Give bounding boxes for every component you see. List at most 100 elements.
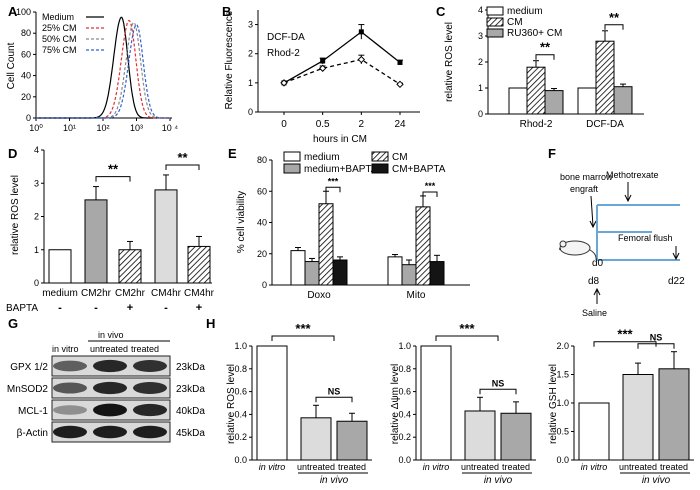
ros-d-y-tick-label: 0 — [34, 278, 39, 288]
invivo-gsh-bar-chart: 0.0 0.5 1.0 1.5 2.0 relative GSH level in vitr… — [548, 327, 694, 486]
fluorescence-point — [358, 29, 364, 35]
invivo-mito-significance-bracket — [479, 388, 517, 395]
ros-d-significance-bracket — [165, 164, 200, 170]
blot-band — [53, 405, 87, 415]
invivo-mito-y-tick-label: 0.2 — [398, 432, 411, 442]
ros-c-y-tick-label: 3 — [478, 31, 483, 41]
ros-d-bar — [84, 199, 108, 284]
ros-c-legend-swatch — [486, 28, 504, 38]
viability-y-tick-label: 60 — [257, 186, 267, 196]
invivo-mito-x-tick-label: untreated — [461, 462, 499, 472]
ros-c-significance-label: ** — [609, 10, 620, 25]
histogram-legend-label: 75% CM — [42, 45, 77, 55]
viability-legend-swatch — [371, 151, 389, 162]
ros-d-bar — [187, 245, 211, 284]
ros-c-bar — [508, 87, 528, 115]
histogram-y-tick-label: 80 — [21, 28, 31, 38]
viability-y-tick-label: 40 — [257, 218, 267, 228]
viability-bar — [401, 264, 417, 286]
blot-band — [133, 403, 167, 417]
invivo-ros-y-tick-label: 0.6 — [234, 387, 247, 397]
flush-arrowhead — [672, 252, 680, 261]
invivo-ros-x-tick-label: treated — [338, 462, 366, 472]
ros-d-y-tick-label: 4 — [34, 145, 39, 155]
panel-label-d: D — [8, 146, 17, 161]
ros-rhod2-dcfda-bar-chart: 0 1 2 3 4 relative ROS level Rhod-2 DCF-DA ** ** m… — [444, 5, 644, 130]
blot-row-label: GPX 1/2 — [10, 362, 48, 373]
invivo-gsh-x-tick-label: in vitro — [581, 462, 608, 472]
histogram-y-axis-label: Cell Count — [6, 42, 17, 89]
panel-label-h: H — [206, 316, 215, 331]
fluorescence-point — [280, 79, 288, 87]
blot-band — [93, 359, 127, 373]
blot-row-label: MnSOD2 — [7, 384, 49, 395]
engraft-label: engraft — [570, 184, 599, 194]
blot-band — [93, 425, 127, 439]
viability-bar — [304, 261, 320, 286]
blot-size-label: 40kDa — [176, 406, 205, 417]
ros-d-bar — [118, 249, 142, 284]
invivo-gsh-significance-bracket — [637, 343, 675, 349]
ros-c-significance-bracket — [604, 24, 624, 30]
ros-d-bar — [48, 249, 72, 284]
ros-d-x-tick-label: CM4hr — [184, 288, 215, 299]
ros-d-x-tick-label: CM2hr — [81, 288, 112, 299]
ros-d-bapta-sign: + — [127, 302, 133, 314]
fluorescence-x-tick-label: 0.5 — [316, 119, 330, 130]
ros-bapta-bar-chart: 0 1 2 3 4 relative ROS level medium - CM2hr - CM2h… — [6, 145, 215, 314]
blot-size-label: 45kDa — [176, 428, 205, 439]
invivo-ros-group-label: in vivo — [320, 475, 349, 486]
fluorescence-x-axis-label: hours in CM — [313, 134, 367, 145]
fluorescence-point — [397, 59, 403, 65]
ros-c-x-tick-label: DCF-DA — [586, 119, 624, 130]
fluorescence-line-chart: 0 1 2 3 Relative Fluorescence 0 0.5 2 24 hours in… — [224, 10, 420, 145]
blot-band — [93, 381, 127, 395]
fluorescence-series-1 — [283, 58, 401, 85]
fluorescence-y-axis-label: Relative Fluorescence — [224, 10, 235, 109]
fluorescence-point — [318, 64, 327, 72]
ros-d-bar — [154, 189, 178, 284]
histogram-x-tick-label: 10³ — [130, 123, 143, 133]
invivo-gsh-bar — [578, 402, 610, 461]
fluorescence-point — [357, 55, 366, 64]
invivo-ros-y-axis-label: relative ROS level — [226, 364, 237, 444]
invivo-gsh-significance-label: NS — [650, 333, 663, 343]
blot-band — [133, 360, 167, 372]
invivo-mito-x-tick-label: treated — [502, 462, 530, 472]
ros-c-legend-label: medium — [507, 6, 543, 17]
ros-d-y-axis-label: relative ROS level — [10, 175, 21, 255]
invivo-ros-y-tick-label: 0.0 — [234, 455, 247, 465]
ros-d-significance-label: ** — [108, 162, 119, 177]
invivo-mito-significance-label: NS — [492, 378, 505, 388]
invivo-ros-y-tick-label: 0.2 — [234, 432, 247, 442]
blot-col-treated: treated — [131, 344, 159, 354]
ros-d-x-tick-label: medium — [42, 288, 78, 299]
ros-c-y-tick-label: 2 — [478, 57, 483, 67]
blot-band — [53, 360, 87, 372]
invivo-gsh-x-tick-label: untreated — [619, 462, 657, 472]
invivo-ros-significance-label: NS — [328, 386, 341, 396]
viability-y-tick-label: 80 — [257, 155, 267, 165]
ros-c-y-tick-label: 4 — [478, 5, 483, 15]
ros-d-bapta-sign: + — [196, 302, 202, 314]
ros-c-bar — [595, 40, 615, 115]
ros-d-y-tick-label: 1 — [34, 245, 39, 255]
histogram-y-tick-label: 40 — [21, 71, 31, 81]
blot-size-label: 23kDa — [176, 362, 205, 373]
blot-row-label: MCL-1 — [18, 406, 48, 417]
viability-significance-bracket — [325, 186, 341, 193]
histogram-x-tick-label: 10 ⁴ — [162, 123, 179, 133]
invivo-mito-y-axis-label: relative Δψm level — [390, 364, 401, 445]
viability-bar — [429, 261, 445, 286]
methotrexate-label: Methotrexate — [606, 170, 659, 180]
ros-c-y-tick-label: 0 — [478, 109, 483, 119]
invivo-ros-x-tick-label: in vitro — [259, 462, 286, 472]
invivo-mito-x-tick-label: in vitro — [423, 462, 450, 472]
fluorescence-point — [320, 58, 326, 64]
viability-legend-swatch — [283, 151, 301, 162]
invivo-mito-significance-bracket — [435, 335, 499, 341]
ros-c-significance-bracket — [535, 54, 555, 60]
invivo-gsh-y-tick-label: 0.5 — [556, 427, 569, 437]
